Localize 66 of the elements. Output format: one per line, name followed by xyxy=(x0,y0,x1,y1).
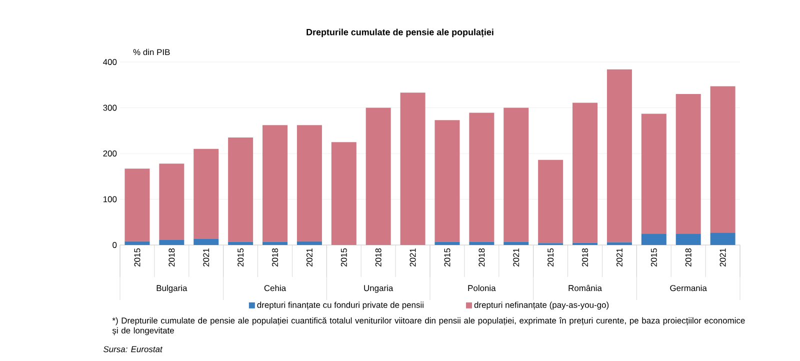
x-tick-label: 2021 xyxy=(720,248,726,266)
legend-label: drepturi finanțate cu fonduri private de pensii xyxy=(257,302,424,310)
x-tick-label: 2021 xyxy=(203,248,210,266)
text: Cehia xyxy=(264,284,286,292)
x-tick-label: 2021 xyxy=(306,248,312,266)
y-tick-label: 400 xyxy=(103,59,117,65)
bar xyxy=(434,242,460,245)
x-tick-label: 2021 xyxy=(513,248,520,266)
bar xyxy=(228,242,254,245)
bar xyxy=(194,239,219,245)
x-tick-label: 2018 xyxy=(168,248,175,266)
text: Germania xyxy=(670,284,707,292)
text: România xyxy=(568,284,602,292)
text: Bulgaria xyxy=(156,284,188,293)
bar xyxy=(194,148,219,240)
bar xyxy=(469,112,494,242)
legend-label: drepturi nefinanțate (pay-as-you-go) xyxy=(474,302,609,310)
bar xyxy=(710,86,736,233)
bar xyxy=(641,114,666,234)
x-tick-label: 2021 xyxy=(410,248,416,266)
x-tick-label: 2018 xyxy=(375,248,382,266)
x-tick-label: 2018 xyxy=(685,248,692,266)
bar xyxy=(262,125,288,242)
bar xyxy=(124,241,150,245)
bar xyxy=(296,125,322,242)
bar xyxy=(262,242,288,245)
y-axis-title: % din PIB xyxy=(133,48,170,56)
y-tick-label: 100 xyxy=(103,196,117,202)
text: Ungaria xyxy=(364,284,394,293)
bar xyxy=(538,160,564,244)
x-tick-label: 2015 xyxy=(650,248,657,266)
x-tick-label: 2018 xyxy=(582,248,588,266)
x-tick-label: 2018 xyxy=(272,248,278,266)
bar xyxy=(434,120,460,242)
bar xyxy=(572,102,598,243)
bar xyxy=(159,240,184,245)
bar xyxy=(331,142,356,245)
bar xyxy=(710,232,736,245)
bar xyxy=(676,94,701,234)
x-tick-label: 2018 xyxy=(478,248,485,266)
bar xyxy=(641,234,666,245)
bar xyxy=(400,92,426,245)
bar xyxy=(504,108,529,242)
x-tick-label: 2015 xyxy=(134,248,140,266)
x-tick-label: 2015 xyxy=(548,248,554,266)
chart-title: Drepturile cumulate de pensie ale populației xyxy=(306,28,494,38)
x-tick-label: 2015 xyxy=(444,248,450,266)
bar xyxy=(228,137,254,242)
bar xyxy=(504,242,529,245)
bar xyxy=(366,108,391,245)
y-tick-label: 200 xyxy=(103,150,117,156)
bar xyxy=(296,241,322,245)
bar xyxy=(469,242,494,245)
bar xyxy=(159,164,184,240)
bar xyxy=(676,234,701,245)
x-tick-label: 2015 xyxy=(340,248,347,266)
x-tick-label: 2015 xyxy=(238,248,244,266)
text: Sursa: Eurostat xyxy=(103,346,163,352)
text: *) Drepturile cumulate de pensie ale populației cuantifică totalul veniturilor viitoare din pensii ale populației, exprimate în prețuri curente, pe baza proiecțiilor economice și de longevitate xyxy=(112,317,745,336)
y-tick-label: 0 xyxy=(112,242,117,248)
y-tick-label: 300 xyxy=(103,104,117,111)
text: Polonia xyxy=(468,284,496,292)
x-tick-label: 2021 xyxy=(616,248,622,266)
bar xyxy=(606,69,632,242)
bar xyxy=(124,168,150,242)
bar xyxy=(606,242,632,245)
